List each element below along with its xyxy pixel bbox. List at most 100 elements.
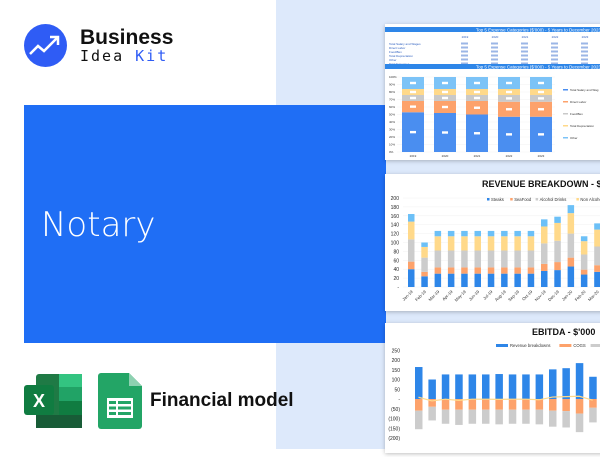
table-cell — [461, 42, 468, 45]
bar-segment — [468, 399, 477, 410]
data-label — [506, 133, 512, 136]
table-cell — [461, 62, 468, 65]
bar-segment — [575, 363, 584, 399]
bar-segment — [501, 267, 508, 274]
bar-segment — [421, 246, 428, 258]
bar-segment — [527, 230, 535, 237]
bar-segment — [508, 409, 517, 424]
bar-segment — [567, 205, 575, 214]
y-tick-label: 40 — [393, 267, 399, 273]
bar-segment — [501, 273, 508, 287]
y-tick-label: 200 — [392, 358, 401, 364]
bar-segment — [408, 221, 415, 240]
bar-segment — [461, 230, 468, 237]
page-title: Notary — [41, 205, 156, 245]
bar-segment — [567, 266, 575, 287]
x-tick-label: May-19 — [453, 289, 467, 303]
data-label — [442, 105, 448, 109]
bar-segment — [567, 233, 575, 258]
data-label — [410, 130, 416, 134]
x-tick-label: Mar-20 — [587, 289, 600, 302]
bar-segment — [514, 250, 521, 268]
legend-swatch — [576, 198, 579, 201]
table-year: 2023 — [582, 35, 589, 39]
table-row-label: Food/Bev — [389, 50, 402, 54]
table-cell — [521, 62, 528, 65]
ebitda-screenshot: EBITDA - $'000 250 200 150 100 50 - (50) (100) (1… — [385, 323, 600, 453]
x-tick-label: Nov-19 — [534, 289, 548, 303]
bar-segment — [482, 374, 490, 399]
table-year: 2020 — [492, 35, 499, 39]
table-cell — [461, 46, 468, 49]
bar-segment — [580, 274, 588, 287]
bar-segment — [501, 230, 508, 237]
bar-segment — [575, 399, 584, 414]
bar-segment — [487, 230, 495, 237]
y-tick-label: 100 — [392, 378, 401, 384]
bar-segment — [474, 236, 481, 251]
bar-segment — [554, 222, 561, 241]
y-tick-label: 70% — [389, 98, 395, 102]
y-tick-label: 200 — [391, 196, 400, 202]
legend-label: COGS — [573, 343, 586, 348]
bar-segment — [554, 216, 561, 223]
ebitda-line — [418, 395, 593, 402]
table-cell — [551, 54, 558, 57]
bar-segment — [487, 236, 495, 251]
data-label — [410, 96, 416, 100]
bar-segment — [487, 267, 495, 274]
bar-segment — [495, 399, 503, 410]
chart-title: EBITDA - $'000 — [532, 327, 595, 337]
bar-segment — [594, 229, 600, 247]
x-tick-label: Aug-19 — [494, 289, 508, 303]
table-cell — [491, 58, 498, 61]
table-year: 2021 — [522, 35, 529, 39]
bar-segment — [468, 409, 477, 424]
y-tick-label: 40% — [389, 120, 395, 124]
bar-segment — [415, 399, 423, 411]
bar-segment — [474, 250, 481, 268]
x-tick-label: Oct-19 — [521, 289, 534, 302]
y-tick-label: 160 — [391, 214, 400, 220]
table-cell — [551, 42, 558, 45]
x-tick-label: 2021 — [474, 154, 481, 158]
revenue-screenshot: REVENUE BREAKDOWN - $'0 200 180 160 140 120 10… — [385, 174, 600, 311]
chart-title: Top 5 Expense Categories ($'000) - 5 Yea… — [476, 64, 600, 69]
bar-segment — [541, 219, 548, 227]
bar-segment — [594, 271, 600, 287]
bar-segment — [495, 409, 503, 425]
bar-segment — [441, 374, 450, 399]
brand-sub-accent: Kit — [135, 47, 169, 65]
data-label — [442, 90, 448, 94]
bar-segment — [415, 410, 423, 430]
table-cell — [461, 54, 468, 57]
table-cell — [521, 46, 528, 49]
x-tick-label: Jan-20 — [561, 289, 574, 302]
y-tick-label: 180 — [391, 205, 400, 211]
bar-segment — [575, 413, 584, 433]
bar-segment — [441, 399, 450, 410]
bar-segment — [487, 273, 495, 287]
bar-segment — [541, 263, 548, 271]
bar-segment — [408, 239, 415, 262]
bar-segment — [461, 273, 468, 287]
bar-segment — [421, 276, 428, 287]
bar-segment — [421, 257, 428, 272]
legend-swatch — [496, 344, 508, 347]
bar-segment — [522, 409, 530, 424]
table-cell — [491, 42, 498, 45]
x-tick-label: 2020 — [442, 154, 449, 158]
y-tick-label: 60 — [393, 258, 399, 264]
data-label — [538, 97, 544, 100]
table-cell — [461, 58, 468, 61]
x-tick-label: Apr-19 — [441, 289, 454, 302]
table-row-label: Total Salary and Wages — [389, 42, 421, 46]
bar-segment — [487, 250, 495, 268]
bar-segment — [421, 271, 428, 277]
y-tick-label: 50% — [389, 113, 395, 117]
legend-swatch — [563, 137, 568, 139]
bar-segment — [474, 267, 481, 274]
y-tick-label: (150) — [388, 426, 400, 432]
google-sheets-icon — [98, 373, 142, 429]
bar-segment — [522, 399, 530, 410]
